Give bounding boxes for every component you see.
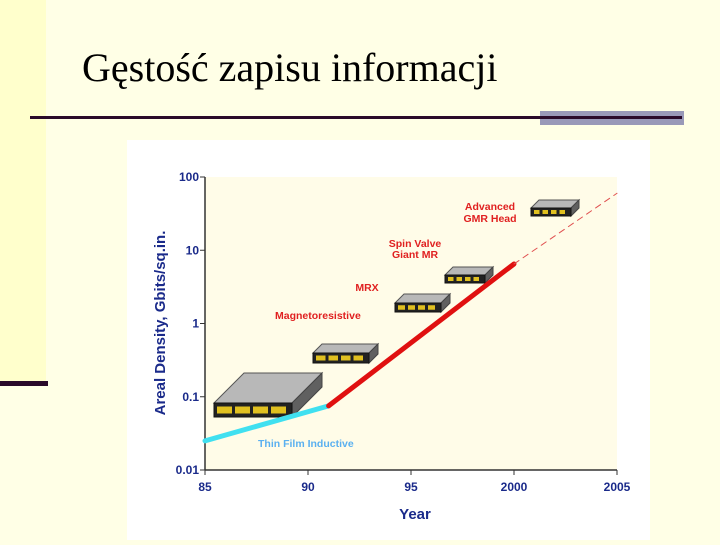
- x-tick-label: 2000: [501, 480, 528, 494]
- head-contact-pad: [217, 406, 232, 414]
- head-contact-pad: [398, 305, 405, 310]
- head-contact-pad: [235, 406, 250, 414]
- annotation-label: Advanced: [465, 201, 515, 213]
- y-axis-title: Areal Density, Gbits/sq.in.: [152, 231, 169, 416]
- head-contact-pad: [408, 305, 415, 310]
- plot-area: [205, 177, 617, 470]
- head-contact-pad: [341, 355, 351, 361]
- head-contact-pad: [559, 210, 565, 214]
- annotation-label: GMR Head: [463, 213, 516, 225]
- x-axis-title: Year: [399, 506, 431, 523]
- head-contact-pad: [456, 277, 462, 281]
- annotation-label: Giant MR: [392, 249, 438, 261]
- head-contact-pad: [465, 277, 471, 281]
- x-tick-label: 2005: [604, 480, 631, 494]
- slide-title: Gęstość zapisu informacji: [82, 45, 498, 90]
- head-contact-pad: [271, 406, 286, 414]
- head-contact-pad: [418, 305, 425, 310]
- head-contact-pad: [473, 277, 479, 281]
- title-rule: [30, 116, 682, 119]
- head-top-face: [311, 343, 380, 354]
- head-contact-pad: [534, 210, 540, 214]
- x-tick-label: 95: [404, 480, 418, 494]
- head-contact-pad: [353, 355, 363, 361]
- head-contact-pad: [328, 355, 338, 361]
- annotation-label: Spin Valve: [389, 238, 442, 250]
- chart-svg: 85 90 95 2000 2005 0.01 0.1 1 10 100 Thin Film In…: [152, 170, 631, 523]
- y-tick-label: 10: [186, 243, 200, 257]
- recording-head-illustration: [212, 371, 324, 419]
- head-contact-pad: [448, 277, 454, 281]
- head-contact-pad: [428, 305, 435, 310]
- chart-image: 85 90 95 2000 2005 0.01 0.1 1 10 100 Thin Film In…: [127, 140, 650, 540]
- head-contact-pad: [542, 210, 548, 214]
- annotation-label: MRX: [355, 282, 378, 294]
- series-line: [202, 403, 332, 444]
- x-tick-label: 90: [301, 480, 315, 494]
- recording-head-illustration: [393, 292, 452, 314]
- y-tick-label: 100: [179, 170, 199, 184]
- head-contact-pad: [551, 210, 557, 214]
- recording-head-illustration: [529, 198, 581, 218]
- left-decor-accent: [0, 381, 48, 386]
- y-tick-label: 0.01: [176, 463, 200, 477]
- recording-head-illustration: [311, 342, 380, 365]
- series-line: [326, 261, 517, 409]
- annotation-label: Magnetoresistive: [275, 310, 361, 322]
- annotation-label: Thin Film Inductive: [258, 438, 354, 450]
- left-decor-bar: [0, 0, 46, 385]
- head-contact-pad: [253, 406, 268, 414]
- head-contact-pad: [316, 355, 326, 361]
- x-tick-label: 85: [198, 480, 212, 494]
- y-tick-label: 1: [192, 317, 199, 331]
- recording-head-illustration: [443, 265, 495, 285]
- series-line: [513, 192, 618, 265]
- y-tick-label: 0.1: [182, 390, 199, 404]
